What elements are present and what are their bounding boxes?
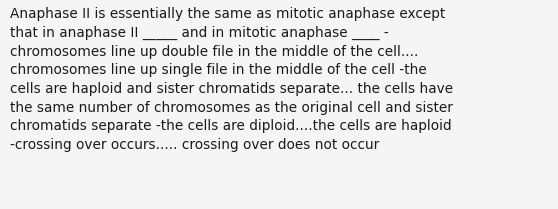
Text: Anaphase II is essentially the same as mitotic anaphase except
that in anaphase : Anaphase II is essentially the same as m…	[10, 7, 453, 152]
